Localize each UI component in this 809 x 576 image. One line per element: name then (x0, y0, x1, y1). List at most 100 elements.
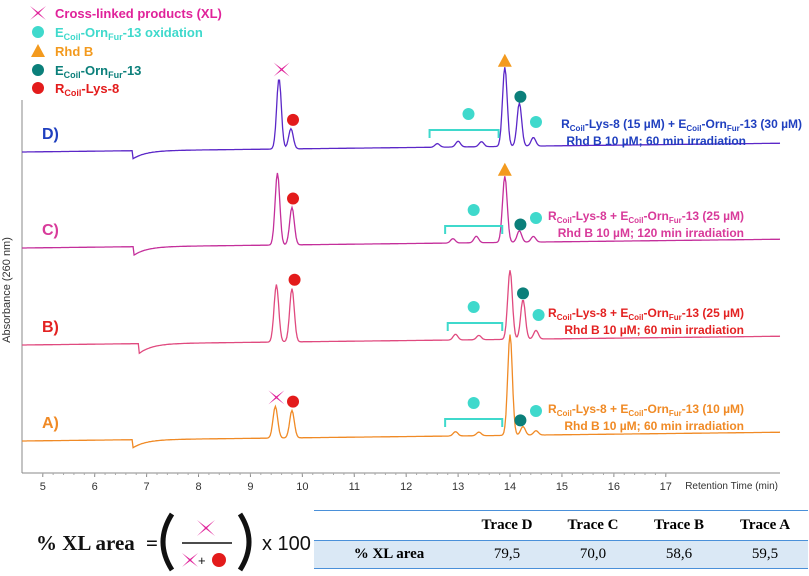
legend-oxid-icon (32, 26, 44, 38)
legend-label: Rhd B (55, 44, 93, 59)
legend-text: -13 oxidation (123, 25, 203, 40)
cross-icon (197, 520, 215, 536)
table-header-row: Trace D Trace C Trace B Trace A (314, 510, 808, 541)
table-cell: 59,5 (722, 540, 808, 569)
trace-annotation: Rhd B 10 µM; 120 min irradiation (558, 226, 744, 240)
legend-text: -13 (123, 63, 142, 78)
table-header: Trace A (739, 517, 791, 533)
rhdb-marker-icon (497, 53, 512, 67)
red-marker-icon (288, 273, 301, 286)
annotation-text: -Orn (644, 306, 669, 320)
trace-annotation: RCoil-Lys-8 + ECoil-OrnFur-13 (25 µM) (548, 209, 744, 225)
table-cell: 58,6 (636, 540, 722, 569)
trace-annotation: Rhd B 10 µM; 60 min irradiation (564, 323, 744, 337)
oxidation-bracket (444, 418, 504, 427)
oxid-marker-icon (467, 397, 480, 409)
table-row: % XL area 79,5 70,0 58,6 59,5 (314, 540, 808, 569)
subscript: Fur (727, 124, 740, 133)
annotation-text: Rhd B 10 µM; 60 min irradiation (564, 419, 744, 433)
legend-text: -Orn (81, 63, 109, 78)
oxid-marker-icon (529, 116, 542, 128)
x-tick-label: 16 (608, 481, 620, 493)
oxid-marker-icon (529, 212, 542, 224)
red-marker-icon (287, 192, 300, 205)
subscript: Coil (628, 409, 643, 418)
cross-icon (182, 553, 198, 567)
trace-line-d (22, 67, 781, 160)
annotation-text: R (548, 209, 557, 223)
annotation-text: R (548, 402, 557, 416)
oxid-marker-icon (467, 204, 480, 216)
x-tick-label: 11 (349, 481, 360, 493)
oxid-marker-icon (467, 301, 480, 313)
table-header: Trace B (653, 517, 705, 533)
oxidation-bracket (428, 129, 500, 138)
annotation-text: -Orn (702, 117, 727, 131)
teal-marker-icon (514, 90, 527, 103)
formula-suffix: x 100 (262, 533, 311, 555)
annotation-text: -13 (25 µM) (682, 306, 744, 320)
annotation-text: -13 (25 µM) (682, 209, 744, 223)
table-header: Trace D (481, 517, 533, 533)
x-tick-label: 10 (296, 481, 308, 493)
right-paren (237, 512, 252, 572)
legend-text: -Lys-8 (81, 81, 119, 96)
x-tick-label: 5 (40, 481, 46, 493)
trace-line-b (22, 270, 781, 355)
legend-label: Cross-linked products (XL) (55, 6, 222, 21)
trace-line-c (22, 172, 781, 257)
cross-marker-icon (273, 62, 290, 77)
annotation-text: -Lys-8 (15 µM) + E (585, 117, 687, 131)
subscript: Coil (686, 124, 701, 133)
trace-annotation: Rhd B 10 µM; 60 min irradiation (564, 419, 744, 433)
annotation-text: -13 (10 µM) (682, 402, 744, 416)
red-dot-icon (212, 553, 226, 567)
trace-label: C) (42, 222, 59, 239)
trace-line-a (22, 334, 781, 449)
oxidation-bracket (446, 322, 504, 331)
x-tick-label: 14 (504, 481, 516, 493)
table-cell: 70,0 (550, 540, 636, 569)
x-tick-label: 9 (247, 481, 253, 493)
legend-text: E (55, 63, 64, 78)
annotation-text: -Orn (644, 402, 669, 416)
oxidation-bracket (444, 225, 504, 234)
legend-text: R (55, 81, 65, 96)
trace-annotation: RCoil-Lys-8 + ECoil-OrnFur-13 (25 µM) (548, 306, 744, 322)
legend: Cross-linked products (XL)ECoil-OrnFur-1… (30, 6, 222, 98)
table-header: Trace C (567, 517, 619, 533)
formula-plus: + (198, 553, 206, 568)
axes: 5 6 7 8 9 10 11 12 13 14 15 16 17 Retention Time (min… (1, 100, 780, 493)
y-axis-label: Absorbance (260 nm) (1, 237, 13, 343)
trace-annotations: D)RCoil-Lys-8 (15 µM) + ECoil-OrnFur-13 … (42, 117, 802, 433)
cross-shape (273, 62, 290, 77)
x-tick-label: 13 (452, 481, 464, 493)
x-tick-label: 7 (144, 481, 150, 493)
teal-marker-icon (514, 414, 527, 427)
legend-rhdb-icon (31, 44, 45, 57)
oxid-marker-icon (529, 405, 542, 417)
trace-label: A) (42, 415, 59, 432)
x-tick-label: 17 (660, 481, 672, 493)
cross-marker-icon (268, 390, 285, 405)
cross-shape (268, 390, 285, 405)
legend-subscript: Coil (64, 88, 81, 98)
cross-shape (30, 6, 46, 20)
x-tick-label: 8 (195, 481, 201, 493)
legend-text: -Orn (81, 25, 109, 40)
legend-subscript: Fur (108, 32, 123, 42)
trace-annotation: RCoil-Lys-8 + ECoil-OrnFur-13 (10 µM) (548, 402, 744, 418)
x-tick-label: 15 (556, 481, 568, 493)
annotation-text: Rhd B 10 µM; 120 min irradiation (558, 226, 744, 240)
x-tick-label: 6 (92, 481, 98, 493)
legend-subscript: Coil (64, 70, 81, 80)
table-cell: 79,5 (464, 540, 550, 569)
trace-annotation: RCoil-Lys-8 (15 µM) + ECoil-OrnFur-13 (3… (561, 117, 802, 133)
legend-teal-icon (32, 64, 44, 76)
annotation-text: R (561, 117, 570, 131)
oxid-marker-icon (532, 309, 545, 321)
subscript: Coil (557, 216, 572, 225)
annotation-text: -Orn (644, 209, 669, 223)
annotation-text: -13 (30 µM) (740, 117, 802, 131)
legend-label: ECoil-OrnFur-13 oxidation (55, 25, 203, 42)
